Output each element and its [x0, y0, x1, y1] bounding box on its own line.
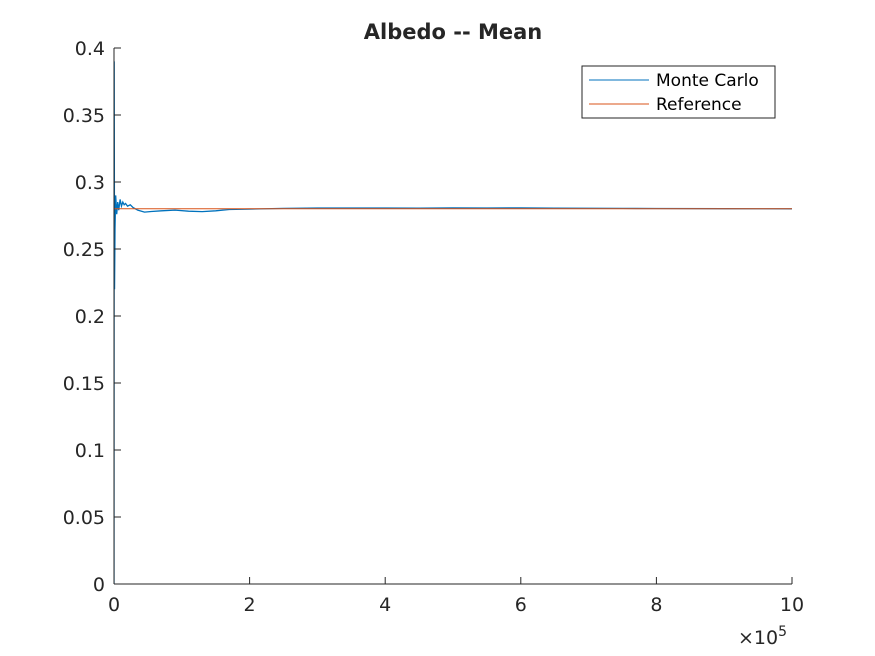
x-tick-label: 8 — [650, 594, 662, 616]
x-axis-exponent: ×105 — [738, 624, 787, 649]
x-tick-label: 2 — [244, 594, 256, 616]
series-layer — [114, 61, 792, 584]
legend: Monte Carlo Reference — [581, 65, 776, 119]
y-tick-label: 0.2 — [75, 306, 105, 328]
x-tick-label: 10 — [780, 594, 804, 616]
y-tick-label: 0.25 — [63, 239, 105, 261]
svg-text:×105: ×105 — [738, 624, 787, 649]
x-tick-label: 0 — [108, 594, 120, 616]
x-tick-label: 4 — [379, 594, 391, 616]
chart-title: Albedo -- Mean — [364, 20, 543, 44]
legend-box — [581, 65, 776, 119]
y-tick-label: 0.4 — [75, 38, 105, 60]
y-tick-label: 0.05 — [63, 507, 105, 529]
series-line-monte-carlo — [114, 61, 792, 584]
legend-label-monte-carlo: Monte Carlo — [656, 71, 759, 91]
y-tick-label: 0.35 — [63, 105, 105, 127]
y-axis-ticks: 0 0.05 0.1 0.15 0.2 0.25 0.3 0.35 0.4 — [63, 38, 121, 596]
x-tick-label: 6 — [515, 594, 527, 616]
y-tick-label: 0.15 — [63, 373, 105, 395]
x-exponent-power: 5 — [778, 624, 787, 640]
legend-label-reference: Reference — [656, 95, 742, 115]
x-axis-ticks: 0 2 4 6 8 10 — [108, 577, 804, 616]
x-exponent-base: ×10 — [738, 627, 778, 649]
y-tick-label: 0.1 — [75, 440, 105, 462]
y-tick-label: 0 — [93, 574, 105, 596]
y-tick-label: 0.3 — [75, 172, 105, 194]
